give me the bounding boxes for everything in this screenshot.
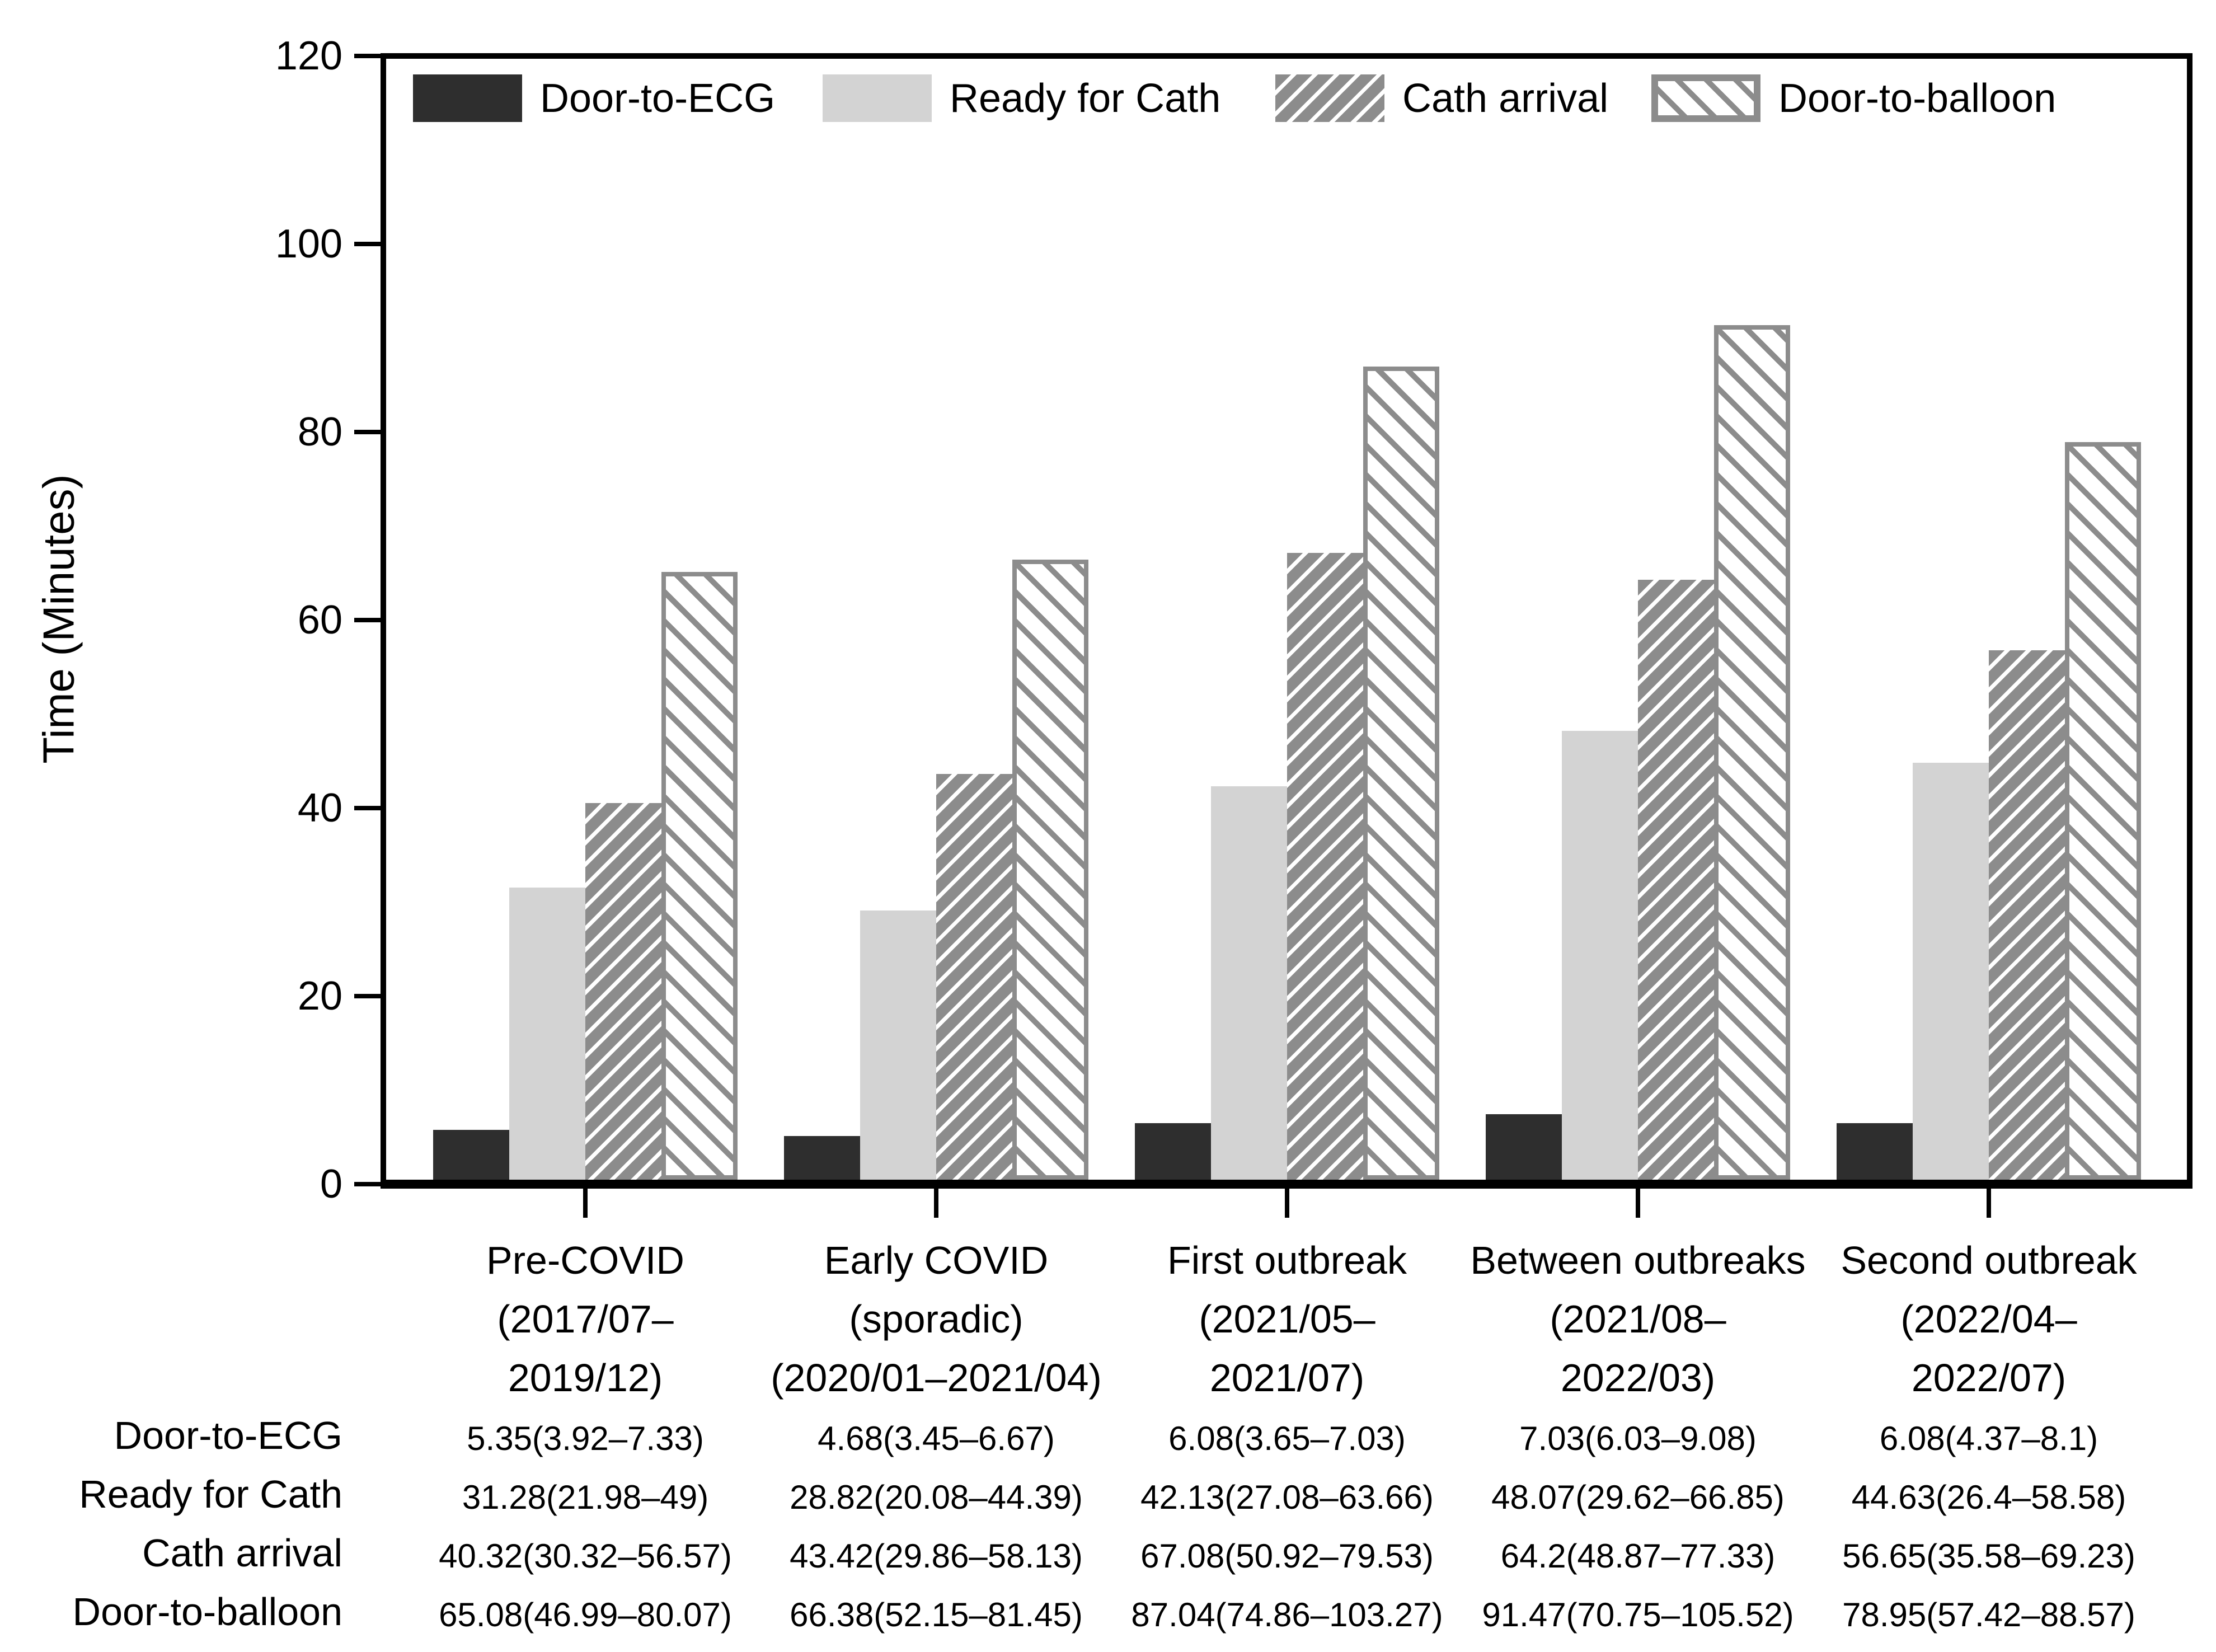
x-tick (1987, 1189, 1991, 1218)
y-tick (354, 618, 381, 622)
y-tick-label: 120 (275, 34, 342, 78)
legend-item-ready-for-cath: Ready for Cath (823, 74, 1220, 122)
table-cell: 78.95(57.42–88.57) (1842, 1596, 2135, 1634)
bar-door-to-balloon-1 (661, 571, 738, 1180)
bar-door-to-balloon-5 (2065, 442, 2141, 1180)
category-label: Early COVID (sporadic) (2020/01–2021/04) (771, 1238, 1102, 1400)
legend-label: Door-to-ECG (540, 76, 776, 121)
table-cell: 6.08(4.37–8.1) (1879, 1420, 2098, 1457)
table-cell: 42.13(27.08–63.66) (1140, 1479, 1434, 1516)
bar-ready-for-cath-1 (509, 887, 585, 1180)
bar-cath-arrival-5 (1989, 650, 2065, 1180)
bar-door-to-ecg-3 (1135, 1123, 1211, 1180)
table-cell: 44.63(26.4–58.58) (1851, 1479, 2126, 1516)
category-label: Pre-COVID (2017/07– 2019/12) (486, 1238, 684, 1400)
table-cell: 87.04(74.86–103.27) (1131, 1596, 1443, 1634)
bar-cath-arrival-3 (1287, 553, 1363, 1180)
x-tick (1636, 1189, 1640, 1218)
table-row-label: Door-to-ECG (114, 1414, 342, 1457)
table-cell: 56.65(35.58–69.23) (1842, 1537, 2135, 1575)
table-cell: 43.42(29.86–58.13) (790, 1537, 1083, 1575)
legend-swatch-door-to-balloon-hatch-icon (1651, 74, 1760, 122)
bar-ready-for-cath-4 (1562, 730, 1638, 1180)
bar-door-to-ecg-1 (433, 1129, 509, 1180)
y-tick (354, 430, 381, 434)
legend-swatch-ready-for-cath (823, 74, 932, 122)
table-row-label: Cath arrival (142, 1531, 342, 1575)
y-tick (354, 994, 381, 998)
bar-door-to-ecg-4 (1486, 1114, 1562, 1180)
y-tick (354, 242, 381, 246)
legend-label: Cath arrival (1402, 76, 1609, 121)
y-tick-label: 40 (297, 786, 342, 830)
y-axis-title: Time (Minutes) (34, 474, 83, 764)
bar-ready-for-cath-3 (1211, 786, 1287, 1180)
table-cell: 5.35(3.92–7.33) (467, 1420, 704, 1457)
table-cell: 6.08(3.65–7.03) (1168, 1420, 1406, 1457)
table-cell: 28.82(20.08–44.39) (790, 1479, 1083, 1516)
legend-item-cath-arrival: Cath arrival (1275, 74, 1608, 122)
bar-cath-arrival-1 (585, 802, 661, 1180)
y-tick-label: 0 (320, 1162, 342, 1207)
bar-cath-arrival-4 (1638, 580, 1714, 1180)
category-label: Second outbreak (2022/04– 2022/07) (1841, 1238, 2137, 1400)
bar-door-to-balloon-3 (1363, 367, 1439, 1180)
y-tick-label: 60 (297, 598, 342, 642)
y-tick (354, 806, 381, 810)
table-cell: 48.07(29.62–66.85) (1491, 1479, 1785, 1516)
bar-ready-for-cath-2 (860, 910, 936, 1180)
bar-door-to-ecg-5 (1837, 1123, 1913, 1180)
bar-ready-for-cath-5 (1913, 763, 1989, 1180)
table-cell: 66.38(52.15–81.45) (790, 1596, 1083, 1634)
table-cell: 40.32(30.32–56.57) (439, 1537, 732, 1575)
y-tick (354, 54, 381, 58)
bar-cath-arrival-2 (936, 774, 1012, 1180)
table-cell: 7.03(6.03–9.08) (1519, 1420, 1757, 1457)
legend-label: Door-to-balloon (1778, 76, 2057, 121)
table-cell: 67.08(50.92–79.53) (1140, 1537, 1434, 1575)
x-tick (1285, 1189, 1289, 1218)
legend-item-door-to-ecg: Door-to-ECG (413, 74, 775, 122)
table-row-label: Door-to-balloon (72, 1590, 342, 1634)
legend-swatch-cath-arrival-hatch-icon (1275, 74, 1384, 122)
legend-item-door-to-balloon: Door-to-balloon (1651, 74, 2056, 122)
legend-label: Ready for Cath (950, 76, 1221, 121)
category-label: Between outbreaks (2021/08– 2022/03) (1470, 1238, 1806, 1400)
bar-door-to-ecg-2 (784, 1135, 860, 1180)
table-row-label: Ready for Cath (79, 1472, 342, 1516)
y-tick (354, 1182, 381, 1186)
table-cell: 4.68(3.45–6.67) (818, 1420, 1055, 1457)
x-tick (583, 1189, 588, 1218)
bar-door-to-balloon-4 (1714, 325, 1790, 1180)
table-cell: 31.28(21.98–49) (462, 1479, 709, 1516)
table-cell: 65.08(46.99–80.07) (439, 1596, 732, 1634)
table-cell: 91.47(70.75–105.52) (1482, 1596, 1794, 1634)
y-tick-label: 20 (297, 974, 342, 1019)
legend-swatch-door-to-ecg (413, 74, 522, 122)
y-tick-label: 100 (275, 222, 342, 266)
bar-door-to-balloon-2 (1012, 560, 1088, 1180)
category-label: First outbreak (2021/05– 2021/07) (1167, 1238, 1407, 1400)
y-tick-label: 80 (297, 410, 342, 454)
x-tick (934, 1189, 938, 1218)
table-cell: 64.2(48.87–77.33) (1500, 1537, 1776, 1575)
